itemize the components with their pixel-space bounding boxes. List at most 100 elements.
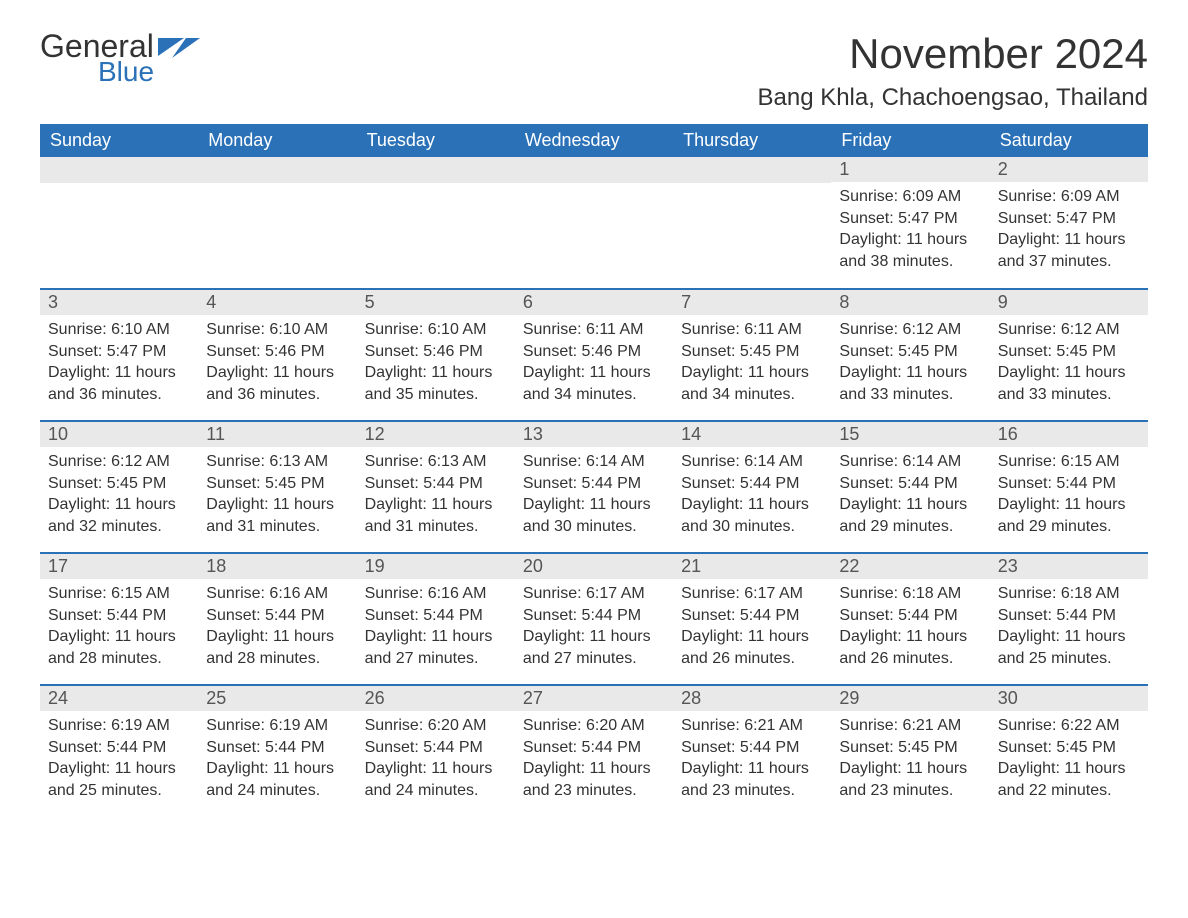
- day-number: 27: [515, 686, 673, 711]
- daylight-text: Daylight: 11 hours and 27 minutes.: [523, 626, 665, 669]
- sunset-text: Sunset: 5:46 PM: [523, 341, 665, 363]
- sunrise-text: Sunrise: 6:16 AM: [206, 583, 348, 605]
- sunrise-text: Sunrise: 6:19 AM: [48, 715, 190, 737]
- sunrise-text: Sunrise: 6:17 AM: [681, 583, 823, 605]
- day-details: Sunrise: 6:17 AMSunset: 5:44 PMDaylight:…: [673, 579, 831, 677]
- day-number: 6: [515, 290, 673, 315]
- day-details: Sunrise: 6:10 AMSunset: 5:46 PMDaylight:…: [357, 315, 515, 413]
- weekday-header: Monday: [198, 124, 356, 157]
- day-cell: 14Sunrise: 6:14 AMSunset: 5:44 PMDayligh…: [673, 421, 831, 553]
- day-details: Sunrise: 6:11 AMSunset: 5:45 PMDaylight:…: [673, 315, 831, 413]
- day-details: Sunrise: 6:15 AMSunset: 5:44 PMDaylight:…: [990, 447, 1148, 545]
- sunset-text: Sunset: 5:44 PM: [48, 605, 190, 627]
- day-cell: 13Sunrise: 6:14 AMSunset: 5:44 PMDayligh…: [515, 421, 673, 553]
- sunset-text: Sunset: 5:45 PM: [998, 737, 1140, 759]
- sunset-text: Sunset: 5:45 PM: [681, 341, 823, 363]
- day-number: 3: [40, 290, 198, 315]
- day-number: 30: [990, 686, 1148, 711]
- day-number: 17: [40, 554, 198, 579]
- day-cell: 10Sunrise: 6:12 AMSunset: 5:45 PMDayligh…: [40, 421, 198, 553]
- day-number: 12: [357, 422, 515, 447]
- day-details: Sunrise: 6:21 AMSunset: 5:44 PMDaylight:…: [673, 711, 831, 809]
- sunset-text: Sunset: 5:44 PM: [998, 605, 1140, 627]
- sunset-text: Sunset: 5:44 PM: [523, 473, 665, 495]
- sunset-text: Sunset: 5:44 PM: [681, 473, 823, 495]
- sunrise-text: Sunrise: 6:18 AM: [998, 583, 1140, 605]
- daylight-text: Daylight: 11 hours and 33 minutes.: [998, 362, 1140, 405]
- daylight-text: Daylight: 11 hours and 23 minutes.: [523, 758, 665, 801]
- day-cell: [515, 157, 673, 289]
- day-cell: 2Sunrise: 6:09 AMSunset: 5:47 PMDaylight…: [990, 157, 1148, 289]
- daylight-text: Daylight: 11 hours and 36 minutes.: [48, 362, 190, 405]
- day-details: Sunrise: 6:20 AMSunset: 5:44 PMDaylight:…: [515, 711, 673, 809]
- day-number: 19: [357, 554, 515, 579]
- sunset-text: Sunset: 5:44 PM: [365, 737, 507, 759]
- sunrise-text: Sunrise: 6:13 AM: [206, 451, 348, 473]
- sunrise-text: Sunrise: 6:16 AM: [365, 583, 507, 605]
- sunset-text: Sunset: 5:44 PM: [998, 473, 1140, 495]
- day-number: 26: [357, 686, 515, 711]
- sunrise-text: Sunrise: 6:14 AM: [523, 451, 665, 473]
- day-number: 28: [673, 686, 831, 711]
- sunset-text: Sunset: 5:44 PM: [206, 737, 348, 759]
- week-row: 10Sunrise: 6:12 AMSunset: 5:45 PMDayligh…: [40, 421, 1148, 553]
- weekday-header-row: Sunday Monday Tuesday Wednesday Thursday…: [40, 124, 1148, 157]
- day-details: Sunrise: 6:21 AMSunset: 5:45 PMDaylight:…: [831, 711, 989, 809]
- sunset-text: Sunset: 5:44 PM: [839, 605, 981, 627]
- sunrise-text: Sunrise: 6:14 AM: [681, 451, 823, 473]
- day-details: Sunrise: 6:10 AMSunset: 5:46 PMDaylight:…: [198, 315, 356, 413]
- daylight-text: Daylight: 11 hours and 29 minutes.: [998, 494, 1140, 537]
- daylight-text: Daylight: 11 hours and 32 minutes.: [48, 494, 190, 537]
- daylight-text: Daylight: 11 hours and 23 minutes.: [839, 758, 981, 801]
- day-cell: 1Sunrise: 6:09 AMSunset: 5:47 PMDaylight…: [831, 157, 989, 289]
- sunset-text: Sunset: 5:44 PM: [523, 737, 665, 759]
- day-cell: 25Sunrise: 6:19 AMSunset: 5:44 PMDayligh…: [198, 685, 356, 817]
- empty-day-bar: [357, 157, 515, 183]
- weekday-header: Thursday: [673, 124, 831, 157]
- day-number: 20: [515, 554, 673, 579]
- empty-day-bar: [515, 157, 673, 183]
- day-details: Sunrise: 6:13 AMSunset: 5:44 PMDaylight:…: [357, 447, 515, 545]
- daylight-text: Daylight: 11 hours and 33 minutes.: [839, 362, 981, 405]
- day-cell: 16Sunrise: 6:15 AMSunset: 5:44 PMDayligh…: [990, 421, 1148, 553]
- sunrise-text: Sunrise: 6:19 AM: [206, 715, 348, 737]
- sunset-text: Sunset: 5:46 PM: [206, 341, 348, 363]
- sunset-text: Sunset: 5:44 PM: [206, 605, 348, 627]
- daylight-text: Daylight: 11 hours and 23 minutes.: [681, 758, 823, 801]
- day-cell: [198, 157, 356, 289]
- sunset-text: Sunset: 5:45 PM: [839, 341, 981, 363]
- day-number: 9: [990, 290, 1148, 315]
- day-number: 1: [831, 157, 989, 182]
- day-details: Sunrise: 6:17 AMSunset: 5:44 PMDaylight:…: [515, 579, 673, 677]
- day-details: Sunrise: 6:14 AMSunset: 5:44 PMDaylight:…: [515, 447, 673, 545]
- daylight-text: Daylight: 11 hours and 26 minutes.: [839, 626, 981, 669]
- day-details: Sunrise: 6:20 AMSunset: 5:44 PMDaylight:…: [357, 711, 515, 809]
- sunrise-text: Sunrise: 6:09 AM: [839, 186, 981, 208]
- header-row: General Blue November 2024 Bang Khla, Ch…: [40, 30, 1148, 124]
- day-details: Sunrise: 6:09 AMSunset: 5:47 PMDaylight:…: [831, 182, 989, 280]
- day-number: 7: [673, 290, 831, 315]
- sunrise-text: Sunrise: 6:11 AM: [523, 319, 665, 341]
- daylight-text: Daylight: 11 hours and 27 minutes.: [365, 626, 507, 669]
- day-cell: 28Sunrise: 6:21 AMSunset: 5:44 PMDayligh…: [673, 685, 831, 817]
- day-number: 25: [198, 686, 356, 711]
- weekday-header: Sunday: [40, 124, 198, 157]
- day-number: 13: [515, 422, 673, 447]
- sunrise-text: Sunrise: 6:12 AM: [48, 451, 190, 473]
- sunset-text: Sunset: 5:44 PM: [839, 473, 981, 495]
- day-details: Sunrise: 6:10 AMSunset: 5:47 PMDaylight:…: [40, 315, 198, 413]
- day-number: 29: [831, 686, 989, 711]
- calendar-table: Sunday Monday Tuesday Wednesday Thursday…: [40, 124, 1148, 817]
- sunrise-text: Sunrise: 6:15 AM: [48, 583, 190, 605]
- day-number: 8: [831, 290, 989, 315]
- daylight-text: Daylight: 11 hours and 26 minutes.: [681, 626, 823, 669]
- day-number: 4: [198, 290, 356, 315]
- logo: General Blue: [40, 30, 200, 86]
- day-cell: 27Sunrise: 6:20 AMSunset: 5:44 PMDayligh…: [515, 685, 673, 817]
- logo-word-blue: Blue: [98, 58, 154, 86]
- day-number: 21: [673, 554, 831, 579]
- sunrise-text: Sunrise: 6:18 AM: [839, 583, 981, 605]
- daylight-text: Daylight: 11 hours and 28 minutes.: [48, 626, 190, 669]
- daylight-text: Daylight: 11 hours and 34 minutes.: [523, 362, 665, 405]
- weekday-header: Wednesday: [515, 124, 673, 157]
